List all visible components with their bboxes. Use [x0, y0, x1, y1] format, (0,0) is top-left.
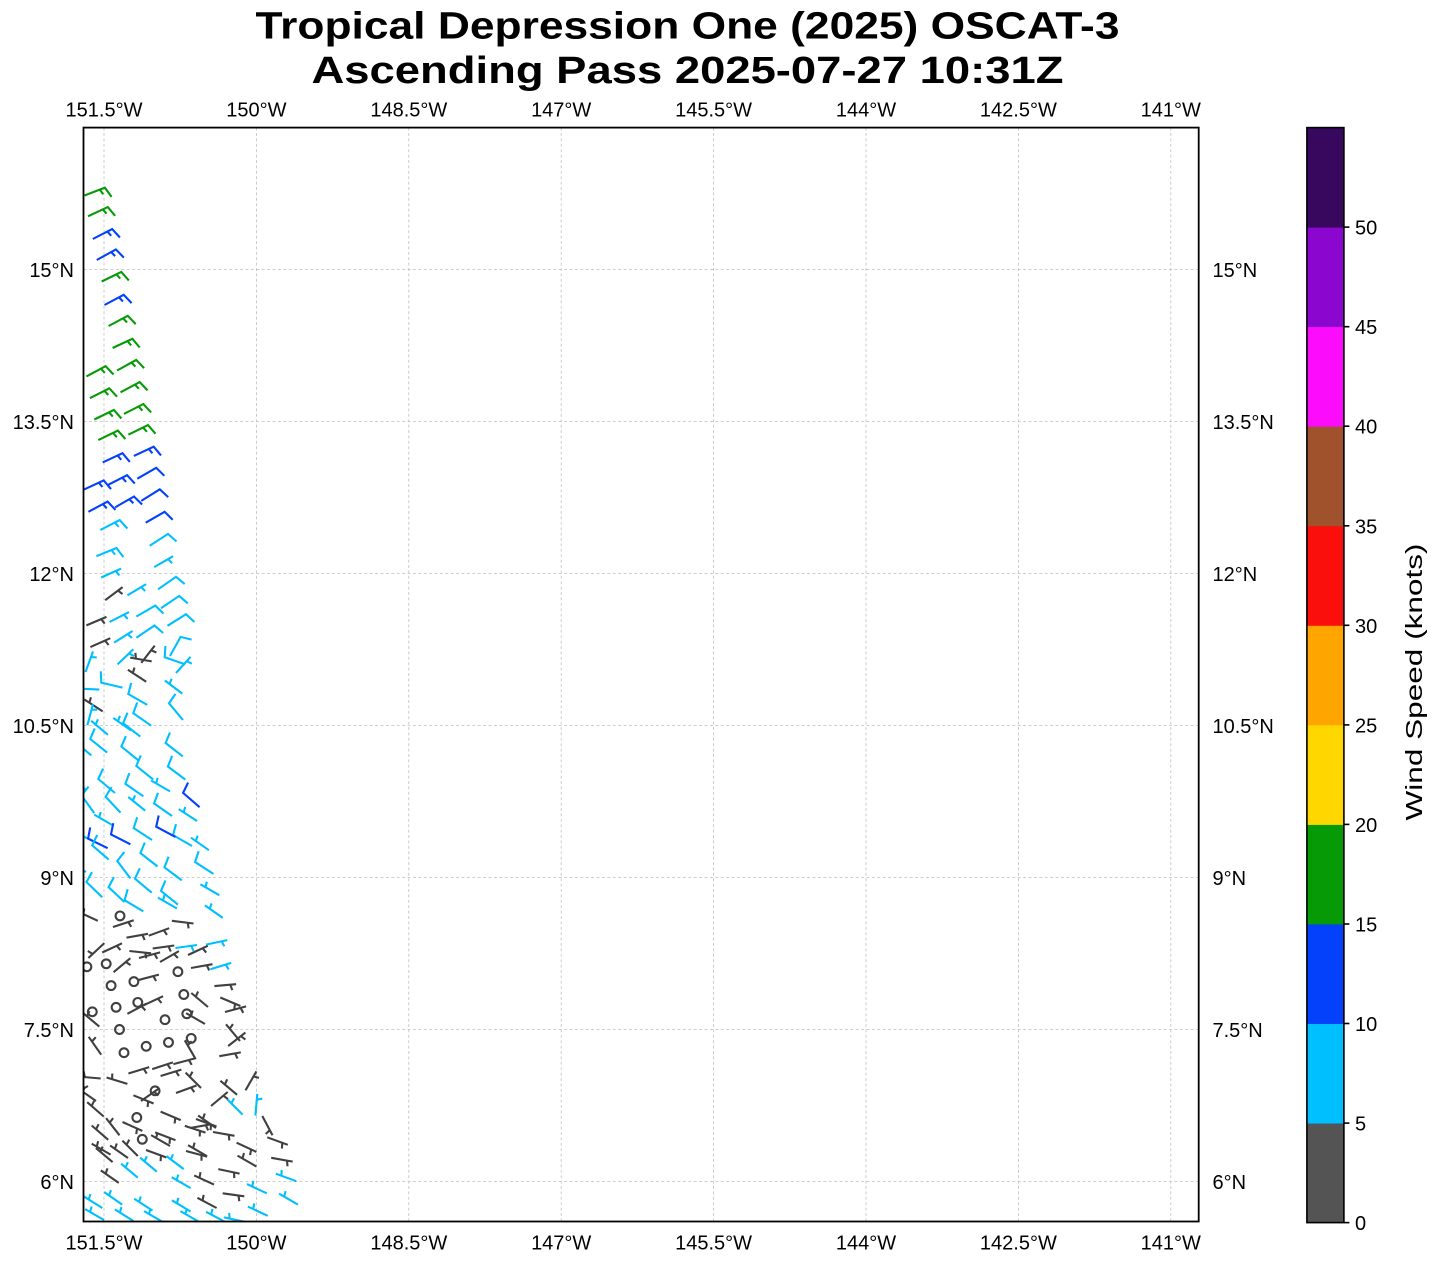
svg-text:6°N: 6°N — [40, 1172, 74, 1194]
svg-text:9°N: 9°N — [40, 868, 74, 890]
svg-text:144°W: 144°W — [836, 100, 896, 122]
svg-text:10.5°N: 10.5°N — [13, 716, 74, 738]
svg-text:148.5°W: 148.5°W — [370, 100, 447, 122]
svg-text:40: 40 — [1355, 417, 1377, 439]
svg-text:6°N: 6°N — [1213, 1172, 1247, 1194]
svg-text:141°W: 141°W — [1141, 100, 1201, 122]
svg-text:150°W: 150°W — [226, 100, 286, 122]
svg-text:148.5°W: 148.5°W — [370, 1233, 447, 1255]
svg-text:144°W: 144°W — [836, 1233, 896, 1255]
svg-text:15°N: 15°N — [29, 260, 74, 282]
svg-text:15: 15 — [1355, 915, 1377, 937]
svg-text:141°W: 141°W — [1141, 1233, 1201, 1255]
svg-text:9°N: 9°N — [1213, 868, 1247, 890]
svg-text:50: 50 — [1355, 218, 1377, 240]
svg-text:Tropical Depression One (2025): Tropical Depression One (2025) OSCAT-3 — [256, 6, 1120, 48]
svg-text:5: 5 — [1355, 1114, 1366, 1136]
svg-text:10.5°N: 10.5°N — [1213, 716, 1274, 738]
svg-text:147°W: 147°W — [531, 1233, 591, 1255]
svg-text:145.5°W: 145.5°W — [675, 1233, 752, 1255]
svg-text:151.5°W: 151.5°W — [66, 100, 143, 122]
svg-text:7.5°N: 7.5°N — [24, 1020, 74, 1042]
svg-text:25: 25 — [1355, 715, 1377, 737]
svg-text:150°W: 150°W — [226, 1233, 286, 1255]
svg-text:Wind Speed (knots): Wind Speed (knots) — [1401, 544, 1427, 821]
svg-text:10: 10 — [1355, 1014, 1377, 1036]
svg-text:35: 35 — [1355, 516, 1377, 538]
svg-text:151.5°W: 151.5°W — [66, 1233, 143, 1255]
svg-text:147°W: 147°W — [531, 100, 591, 122]
svg-text:142.5°W: 142.5°W — [980, 1233, 1057, 1255]
svg-text:142.5°W: 142.5°W — [980, 100, 1057, 122]
svg-text:20: 20 — [1355, 815, 1377, 837]
svg-text:12°N: 12°N — [1213, 564, 1258, 586]
svg-text:15°N: 15°N — [1213, 260, 1258, 282]
svg-text:12°N: 12°N — [29, 564, 74, 586]
svg-text:0: 0 — [1355, 1213, 1366, 1235]
svg-text:13.5°N: 13.5°N — [13, 412, 74, 434]
svg-text:30: 30 — [1355, 616, 1377, 638]
svg-text:Ascending Pass 2025-07-27 10:3: Ascending Pass 2025-07-27 10:31Z — [312, 50, 1064, 92]
svg-text:145.5°W: 145.5°W — [675, 100, 752, 122]
svg-text:13.5°N: 13.5°N — [1213, 412, 1274, 434]
svg-text:7.5°N: 7.5°N — [1213, 1020, 1263, 1042]
svg-text:45: 45 — [1355, 317, 1377, 339]
